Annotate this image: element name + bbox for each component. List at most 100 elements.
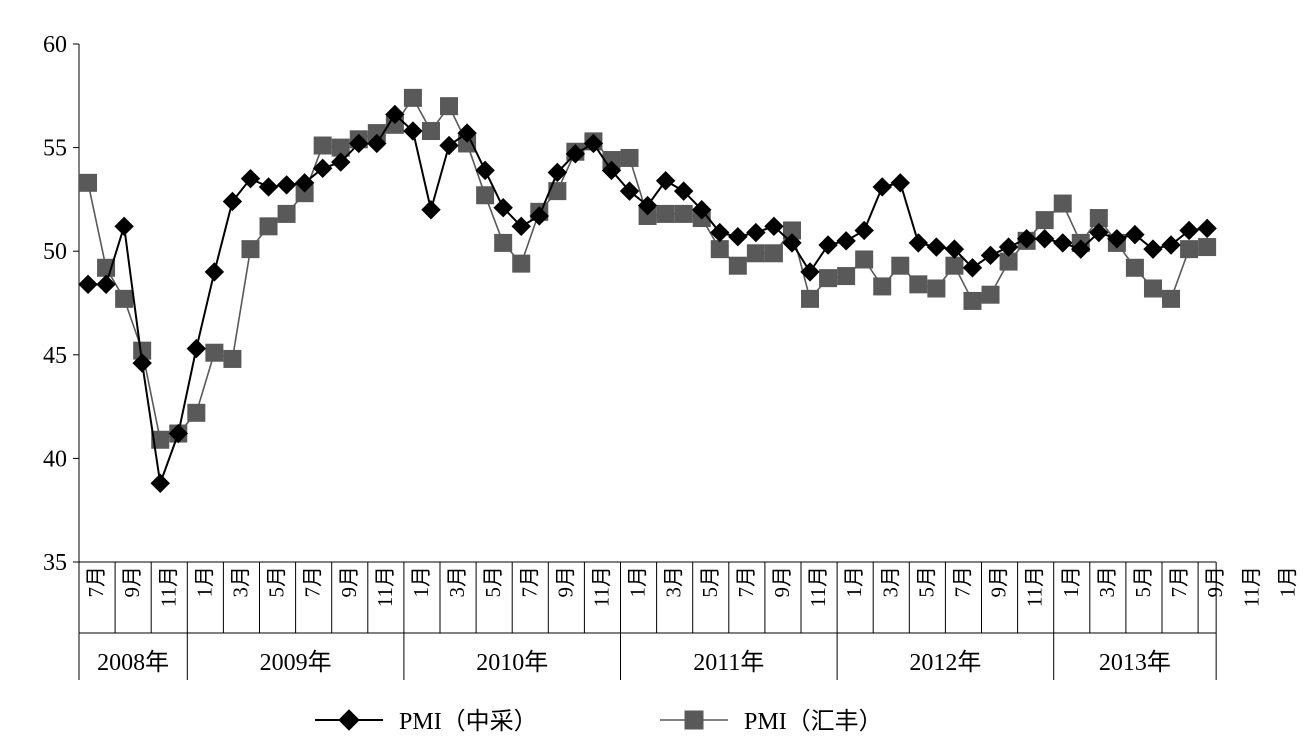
data-point-square bbox=[403, 88, 422, 107]
data-point-square bbox=[1162, 289, 1181, 308]
data-point-diamond bbox=[1034, 229, 1055, 249]
y-tick-label: 50 bbox=[43, 239, 67, 265]
year-label: 2009年 bbox=[260, 649, 332, 676]
data-point-diamond bbox=[421, 200, 441, 220]
data-point-diamond bbox=[583, 133, 604, 154]
data-point-diamond bbox=[746, 222, 766, 243]
month-label: 3月 bbox=[1095, 566, 1119, 598]
year-label: 2012年 bbox=[909, 649, 981, 676]
data-point-square bbox=[837, 267, 856, 286]
month-label: 9月 bbox=[987, 566, 1011, 598]
data-point-square bbox=[801, 289, 820, 308]
legend-label: PMI（中采） bbox=[399, 708, 538, 735]
data-point-square bbox=[945, 256, 964, 275]
data-point-square bbox=[1143, 279, 1162, 298]
data-point-diamond bbox=[1089, 222, 1109, 243]
data-point-diamond bbox=[511, 216, 531, 237]
y-tick-label: 55 bbox=[43, 136, 67, 162]
month-label: 5月 bbox=[914, 566, 938, 598]
data-point-square bbox=[620, 148, 639, 167]
month-label: 3月 bbox=[878, 566, 902, 598]
month-label: 7月 bbox=[301, 566, 325, 598]
data-point-square bbox=[277, 204, 296, 223]
month-label: 1月 bbox=[1275, 566, 1299, 598]
data-point-diamond bbox=[1107, 229, 1127, 249]
data-point-square bbox=[1035, 211, 1054, 230]
data-point-square bbox=[187, 403, 206, 422]
data-point-diamond bbox=[655, 171, 676, 191]
data-point-diamond bbox=[240, 168, 261, 189]
data-point-diamond bbox=[78, 274, 98, 295]
x-axis: 7月 9月 11月 1月 3月 5月 7月 9月 11月 1月 3月 5月 7月 9月 11月 1月 3月 5月 7… bbox=[78, 561, 1299, 680]
data-point-diamond bbox=[475, 160, 495, 181]
data-point-square bbox=[223, 349, 242, 368]
data-point-diamond bbox=[1179, 220, 1199, 241]
data-point-diamond bbox=[529, 206, 549, 226]
year-label: 2010年 bbox=[476, 649, 548, 676]
year-label: 2013年 bbox=[1099, 649, 1171, 676]
data-point-square bbox=[909, 275, 928, 294]
data-point-diamond bbox=[565, 144, 586, 164]
data-point-diamond bbox=[186, 338, 207, 359]
data-point-diamond bbox=[637, 195, 658, 216]
data-point-diamond bbox=[168, 423, 188, 444]
month-label: 5月 bbox=[265, 566, 289, 598]
data-point-square bbox=[115, 289, 134, 308]
y-tick-label: 60 bbox=[43, 32, 67, 58]
data-point-square bbox=[674, 204, 693, 223]
data-point-square bbox=[710, 240, 729, 259]
data-point-diamond bbox=[980, 245, 1001, 266]
data-point-square bbox=[313, 136, 332, 155]
data-point-diamond bbox=[96, 274, 116, 295]
data-point-square bbox=[891, 256, 910, 275]
month-label: 7月 bbox=[84, 566, 108, 598]
data-point-square bbox=[873, 277, 892, 296]
data-point-square bbox=[1198, 238, 1217, 257]
month-label: 11月 bbox=[589, 566, 613, 607]
data-point-diamond bbox=[926, 237, 947, 257]
month-label: 9月 bbox=[120, 566, 144, 598]
data-point-square bbox=[927, 279, 946, 298]
year-label: 2008年 bbox=[97, 649, 169, 676]
month-label: 11月 bbox=[1239, 566, 1263, 607]
data-point-diamond bbox=[890, 173, 910, 193]
data-point-diamond bbox=[818, 235, 838, 255]
data-point-square bbox=[764, 244, 783, 263]
series-line bbox=[87, 96, 1208, 441]
data-point-diamond bbox=[1071, 239, 1091, 259]
data-point-square bbox=[746, 244, 765, 263]
data-point-diamond bbox=[619, 181, 640, 201]
data-point-square bbox=[963, 291, 982, 310]
month-label: 1月 bbox=[192, 566, 216, 598]
data-point-diamond bbox=[710, 222, 730, 243]
data-point-square bbox=[855, 250, 874, 269]
data-point-diamond bbox=[222, 191, 243, 212]
data-point-square bbox=[259, 217, 278, 236]
legend-marker-square bbox=[684, 710, 704, 730]
data-point-square bbox=[151, 430, 170, 449]
data-point-square bbox=[79, 173, 98, 192]
data-point-diamond bbox=[294, 173, 315, 193]
month-label: 7月 bbox=[734, 566, 758, 598]
data-point-diamond bbox=[150, 473, 170, 493]
legend-label: PMI（汇丰） bbox=[744, 708, 883, 735]
data-point-diamond bbox=[276, 175, 297, 195]
month-label: 9月 bbox=[553, 566, 577, 598]
month-label: 7月 bbox=[517, 566, 541, 598]
series-layer bbox=[78, 88, 1217, 493]
month-label: 3月 bbox=[228, 566, 252, 598]
data-point-diamond bbox=[1125, 224, 1145, 245]
month-label: 11月 bbox=[373, 566, 397, 607]
data-point-diamond bbox=[1161, 235, 1181, 255]
month-label: 5月 bbox=[1131, 566, 1155, 598]
data-point-diamond bbox=[439, 135, 459, 156]
data-point-square bbox=[421, 122, 440, 141]
data-point-diamond bbox=[204, 262, 225, 282]
legend: PMI（中采） PMI（汇丰） bbox=[315, 708, 883, 735]
data-point-square bbox=[1180, 240, 1199, 259]
data-point-diamond bbox=[349, 133, 369, 154]
data-point-diamond bbox=[312, 158, 333, 179]
data-point-diamond bbox=[854, 220, 874, 241]
data-point-diamond bbox=[1197, 218, 1217, 239]
